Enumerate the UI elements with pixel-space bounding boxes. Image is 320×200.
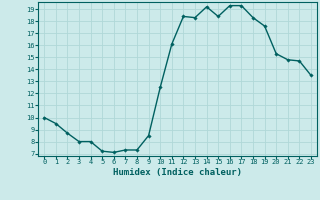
X-axis label: Humidex (Indice chaleur): Humidex (Indice chaleur) <box>113 168 242 177</box>
